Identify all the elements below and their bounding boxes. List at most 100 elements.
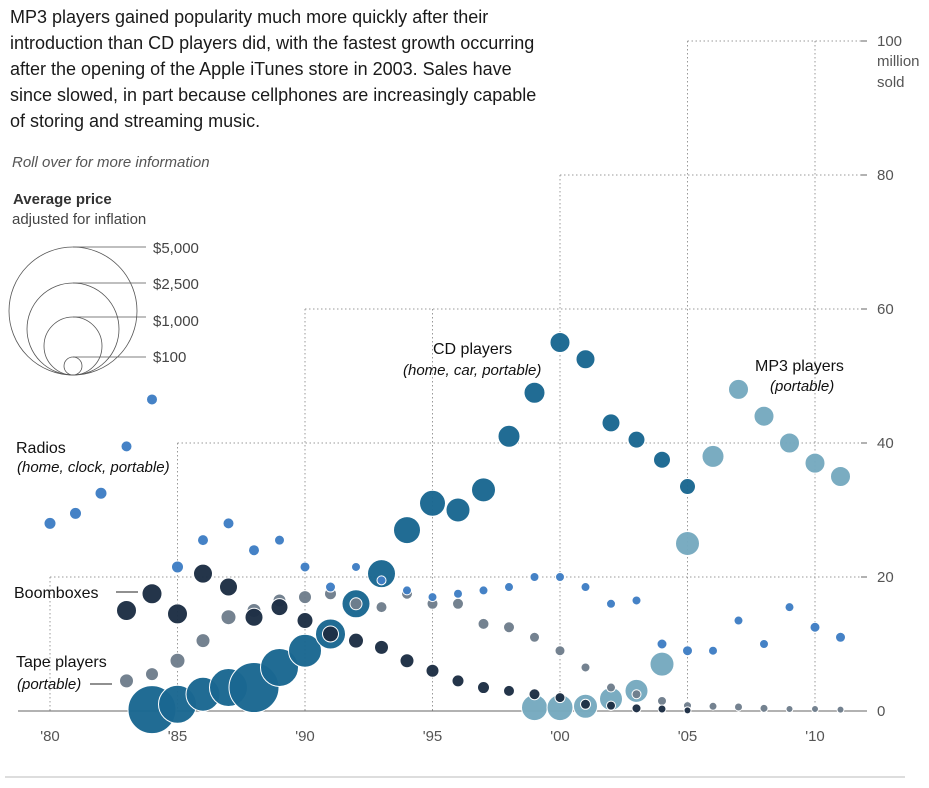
cd-players-bubble[interactable] [549, 332, 571, 353]
tape-players-bubble[interactable] [348, 632, 364, 649]
tape-players-bubble[interactable] [167, 603, 188, 625]
boomboxes-bubble[interactable] [529, 631, 540, 643]
radios-bubble[interactable] [580, 582, 591, 593]
cd-players-bubble[interactable] [575, 349, 596, 370]
tape-players-bubble[interactable] [193, 563, 213, 584]
cd-players-bubble[interactable] [419, 489, 446, 517]
radios-bubble[interactable] [784, 602, 795, 613]
radios-bubble[interactable] [248, 544, 260, 557]
boomboxes-bubble[interactable] [759, 703, 769, 713]
mp3-players-bubble[interactable] [675, 531, 700, 556]
tape-players-bubble[interactable] [141, 583, 163, 605]
radios-bubble[interactable] [171, 560, 184, 574]
tape-players-bubble[interactable] [219, 577, 238, 597]
radios-bubble[interactable] [682, 645, 693, 657]
radios-bubble[interactable] [656, 638, 668, 650]
boomboxes-bubble[interactable] [836, 705, 845, 714]
boomboxes-bubble[interactable] [452, 597, 464, 610]
tape-players-bubble[interactable] [631, 703, 642, 714]
cd-players-bubble[interactable] [288, 633, 322, 668]
boomboxes-bubble[interactable] [169, 652, 186, 669]
boomboxes-bubble[interactable] [657, 695, 667, 706]
cd-players-bubble[interactable] [367, 559, 396, 589]
radios-bubble[interactable] [197, 534, 209, 547]
radios-bubble[interactable] [529, 572, 540, 582]
radios-bubble[interactable] [708, 645, 718, 656]
boomboxes-bubble[interactable] [477, 617, 490, 630]
boomboxes-bubble[interactable] [554, 645, 566, 657]
mp3-players-bubble[interactable] [649, 651, 675, 677]
boomboxes-bubble[interactable] [734, 702, 743, 712]
cd-players-bubble[interactable] [393, 516, 421, 545]
mp3-players-bubble[interactable] [830, 466, 851, 487]
radios-bubble[interactable] [733, 615, 744, 626]
boomboxes-bubble[interactable] [375, 601, 388, 614]
radios-bubble[interactable] [376, 575, 387, 586]
boomboxes-bubble[interactable] [580, 662, 591, 673]
cd-players-bubble[interactable] [497, 424, 521, 448]
tape-players-bubble[interactable] [451, 674, 465, 688]
tape-players-bubble[interactable] [425, 663, 440, 678]
cd-players-bubble[interactable] [627, 430, 646, 449]
cd-players-bubble[interactable] [653, 450, 671, 469]
boomboxes-bubble[interactable] [298, 590, 312, 605]
radios-bubble[interactable] [555, 572, 565, 582]
tape-players-bubble[interactable] [606, 700, 616, 711]
mp3-players-bubble[interactable] [779, 432, 800, 454]
boomboxes-bubble[interactable] [220, 609, 237, 626]
boomboxes-bubble[interactable] [145, 667, 159, 682]
radios-bubble[interactable] [146, 393, 158, 406]
radios-bubble[interactable] [631, 595, 642, 606]
cd-players-bubble[interactable] [601, 413, 621, 433]
boomboxes-bubble[interactable] [811, 704, 819, 713]
tape-players-bubble[interactable] [116, 600, 137, 621]
radios-bubble[interactable] [402, 585, 412, 596]
boomboxes-bubble[interactable] [785, 704, 794, 713]
mp3-players-bubble[interactable] [728, 378, 749, 400]
tape-players-bubble[interactable] [374, 639, 389, 655]
tape-players-bubble[interactable] [270, 598, 289, 617]
radios-bubble[interactable] [427, 592, 438, 603]
tape-players-bubble[interactable] [399, 653, 415, 669]
boomboxes-bubble[interactable] [503, 621, 515, 634]
radios-bubble[interactable] [478, 585, 489, 596]
tape-players-bubble[interactable] [554, 692, 566, 704]
boomboxes-bubble[interactable] [195, 633, 211, 649]
radios-bubble[interactable] [453, 588, 463, 599]
cd-players-bubble[interactable] [471, 477, 496, 503]
cd-players-bubble[interactable] [523, 381, 546, 404]
tape-players-bubble[interactable] [477, 681, 490, 695]
tape-players-bubble[interactable] [580, 698, 591, 710]
radios-bubble[interactable] [351, 561, 361, 572]
radios-bubble[interactable] [809, 621, 821, 633]
tape-players-bubble[interactable] [683, 706, 692, 715]
boomboxes-bubble[interactable] [119, 673, 134, 689]
radios-bubble[interactable] [299, 561, 311, 573]
mp3-players-bubble[interactable] [753, 405, 775, 427]
tape-players-bubble[interactable] [244, 607, 264, 627]
tape-players-bubble[interactable] [503, 684, 515, 697]
radios-bubble[interactable] [606, 598, 616, 609]
tape-players-bubble[interactable] [528, 688, 541, 701]
radios-bubble[interactable] [94, 486, 108, 500]
boomboxes-bubble[interactable] [708, 701, 718, 711]
boomboxes-bubble[interactable] [606, 682, 616, 693]
tape-players-bubble[interactable] [322, 625, 339, 643]
mp3-players-bubble[interactable] [804, 452, 826, 474]
radios-bubble[interactable] [69, 506, 82, 520]
mp3-players-bubble[interactable] [701, 444, 725, 468]
radios-bubble[interactable] [120, 440, 133, 453]
radios-bubble[interactable] [222, 517, 235, 530]
radios-bubble[interactable] [274, 534, 285, 546]
cd-players-bubble[interactable] [260, 647, 299, 687]
tape-players-bubble[interactable] [296, 612, 314, 630]
boomboxes-bubble[interactable] [631, 689, 642, 700]
cd-players-bubble[interactable] [679, 478, 696, 496]
cd-players-bubble[interactable] [445, 497, 471, 523]
radios-bubble[interactable] [43, 516, 57, 530]
radios-bubble[interactable] [759, 639, 769, 649]
tape-players-bubble[interactable] [657, 704, 667, 714]
radios-bubble[interactable] [504, 582, 514, 593]
radios-bubble[interactable] [325, 581, 336, 593]
boomboxes-bubble[interactable] [349, 597, 363, 611]
